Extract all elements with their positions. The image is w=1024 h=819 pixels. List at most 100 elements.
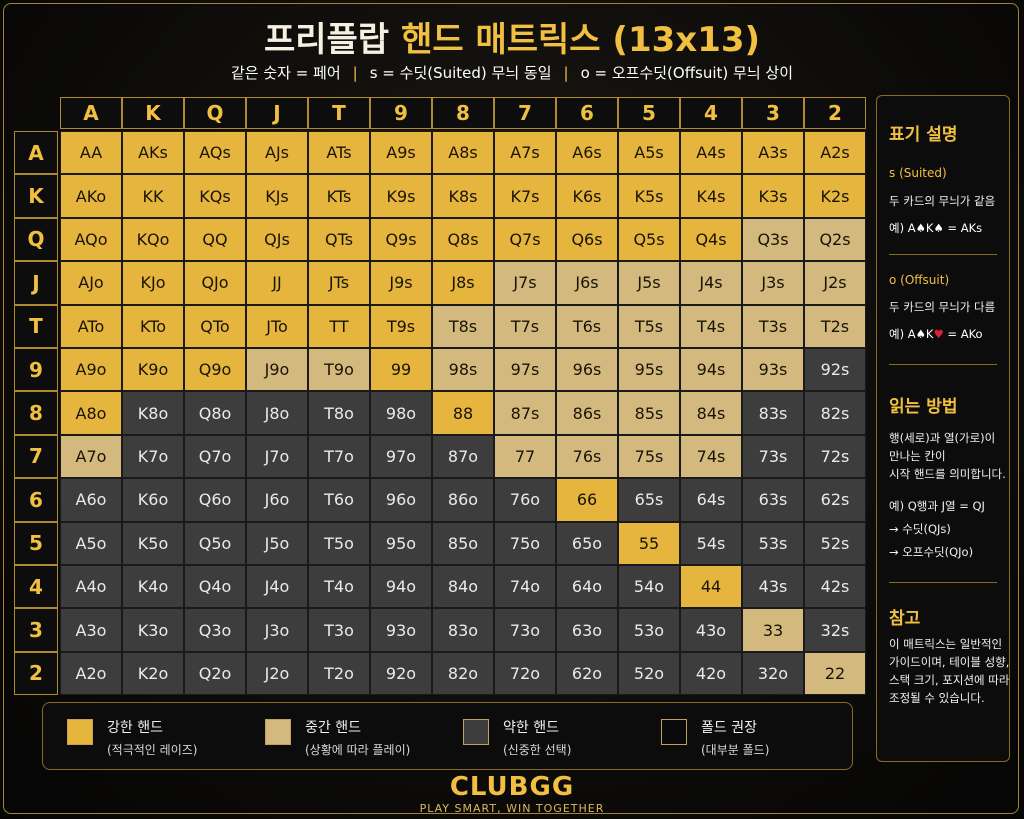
- hand-cell: ATs: [308, 131, 370, 175]
- hand-cell: Q2o: [184, 651, 246, 696]
- hand-cell: J2s: [804, 261, 866, 305]
- legend-swatch: [661, 719, 687, 745]
- hand-cell: 72o: [494, 651, 556, 696]
- separator: [889, 364, 997, 365]
- hand-cell: A7o: [60, 434, 122, 479]
- hand-cell: T4s: [680, 304, 742, 348]
- subtitle: 같은 숫자 = 페어 | s = 수딧(Suited) 무늬 동일 | o = 오프수딧…: [0, 62, 1024, 83]
- hand-cell: Q4o: [184, 565, 246, 609]
- hand-cell: T7s: [494, 304, 556, 348]
- hand-cell: A3s: [742, 131, 804, 175]
- hand-cell: 54o: [618, 565, 680, 609]
- hand-cell: 87o: [432, 434, 494, 479]
- hand-cell: QJo: [184, 261, 246, 305]
- example-part: ♥: [933, 327, 944, 341]
- hand-cell: KTs: [308, 174, 370, 218]
- hand-cell: 54s: [680, 521, 742, 565]
- row-header: 5: [14, 521, 58, 565]
- hand-cell: 97s: [494, 348, 556, 392]
- hand-cell: T7o: [308, 434, 370, 479]
- hand-cell: Q6o: [184, 478, 246, 522]
- hand-cell: T2s: [804, 304, 866, 348]
- column-header: Q: [184, 97, 246, 129]
- hand-cell: K3o: [122, 608, 184, 652]
- hand-cell: KJs: [246, 174, 308, 218]
- hand-cell: KQo: [122, 217, 184, 262]
- hand-cell: 95o: [370, 521, 432, 565]
- hand-cell: K9s: [370, 174, 432, 218]
- hand-cell: 87s: [494, 391, 556, 435]
- column-header: J: [246, 97, 308, 129]
- separator: [889, 582, 997, 583]
- hand-cell: T6s: [556, 304, 618, 348]
- row-header: T: [14, 304, 58, 348]
- hand-cell: A6s: [556, 131, 618, 175]
- example: 예) A♠K♥ = AKo: [889, 326, 983, 342]
- subtitle-part: |: [352, 64, 358, 82]
- hand-cell: J6s: [556, 261, 618, 305]
- hand-cell: 82o: [432, 651, 494, 696]
- hand-cell: 53o: [618, 608, 680, 652]
- hand-cell: Q6s: [556, 217, 618, 262]
- hand-cell: K5s: [618, 174, 680, 218]
- hand-cell: 88: [432, 391, 494, 435]
- hand-cell: 53s: [742, 521, 804, 565]
- hand-cell: K3s: [742, 174, 804, 218]
- column-header: K: [122, 97, 184, 129]
- hand-cell: AA: [60, 131, 122, 175]
- hand-cell: 92s: [804, 348, 866, 392]
- hand-cell: KQs: [184, 174, 246, 218]
- hand-cell: T4o: [308, 565, 370, 609]
- column-header: 3: [742, 97, 804, 129]
- hand-cell: KJo: [122, 261, 184, 305]
- hand-cell: 83s: [742, 391, 804, 435]
- hand-cell: ATo: [60, 304, 122, 348]
- note-heading: 참고: [889, 609, 921, 629]
- row-header: 3: [14, 608, 58, 652]
- tagline: PLAY SMART, WIN TOGETHER: [419, 802, 605, 815]
- hand-cell: 95s: [618, 348, 680, 392]
- hand-cell: 86o: [432, 478, 494, 522]
- frame: [3, 3, 1019, 814]
- hand-cell: K7o: [122, 434, 184, 479]
- sidebar: 표기 설명 s (Suited) 두 카드의 무늬가 같음 예) A♠K♠ = AKs…: [876, 95, 1010, 762]
- legend-note: (상황에 따라 플레이): [305, 743, 411, 757]
- row-header: J: [14, 261, 58, 305]
- note-line: 이 매트릭스는 일반적인: [889, 637, 1003, 651]
- hand-cell: A8o: [60, 391, 122, 435]
- hand-cell: QJs: [246, 217, 308, 262]
- row-header: 2: [14, 651, 58, 696]
- reading-line: 시작 핸드를 의미합니다.: [889, 467, 1006, 481]
- hand-cell: Q7s: [494, 217, 556, 262]
- hand-cell: 72s: [804, 434, 866, 479]
- hand-cell: Q3o: [184, 608, 246, 652]
- hand-cell: AKs: [122, 131, 184, 175]
- hand-cell: T8o: [308, 391, 370, 435]
- hand-cell: TT: [308, 304, 370, 348]
- column-header: 5: [618, 97, 680, 129]
- hand-cell: QTs: [308, 217, 370, 262]
- hand-cell: 43o: [680, 608, 742, 652]
- notation-heading: 표기 설명: [889, 125, 958, 145]
- example-part: 예) A♠K♠ = AKs: [889, 221, 983, 235]
- title-main: 프리플랍: [263, 20, 390, 60]
- hand-cell: 65s: [618, 478, 680, 522]
- column-header: 4: [680, 97, 742, 129]
- hand-cell: J5s: [618, 261, 680, 305]
- column-header: 8: [432, 97, 494, 129]
- hand-cell: J4o: [246, 565, 308, 609]
- hand-cell: T5o: [308, 521, 370, 565]
- hand-cell: 83o: [432, 608, 494, 652]
- hand-cell: T3o: [308, 608, 370, 652]
- legend-label: 폴드 권장: [701, 720, 757, 736]
- hand-cell: Q7o: [184, 434, 246, 479]
- hand-cell: K2s: [804, 174, 866, 218]
- hand-cell: Q8s: [432, 217, 494, 262]
- subtitle-part: o = 오프수딧(Offsuit) 무늬 상이: [580, 64, 794, 82]
- row-header: Q: [14, 217, 58, 262]
- hand-cell: 42s: [804, 565, 866, 609]
- hand-cell: A4s: [680, 131, 742, 175]
- column-header: T: [308, 97, 370, 129]
- hand-cell: K2o: [122, 651, 184, 696]
